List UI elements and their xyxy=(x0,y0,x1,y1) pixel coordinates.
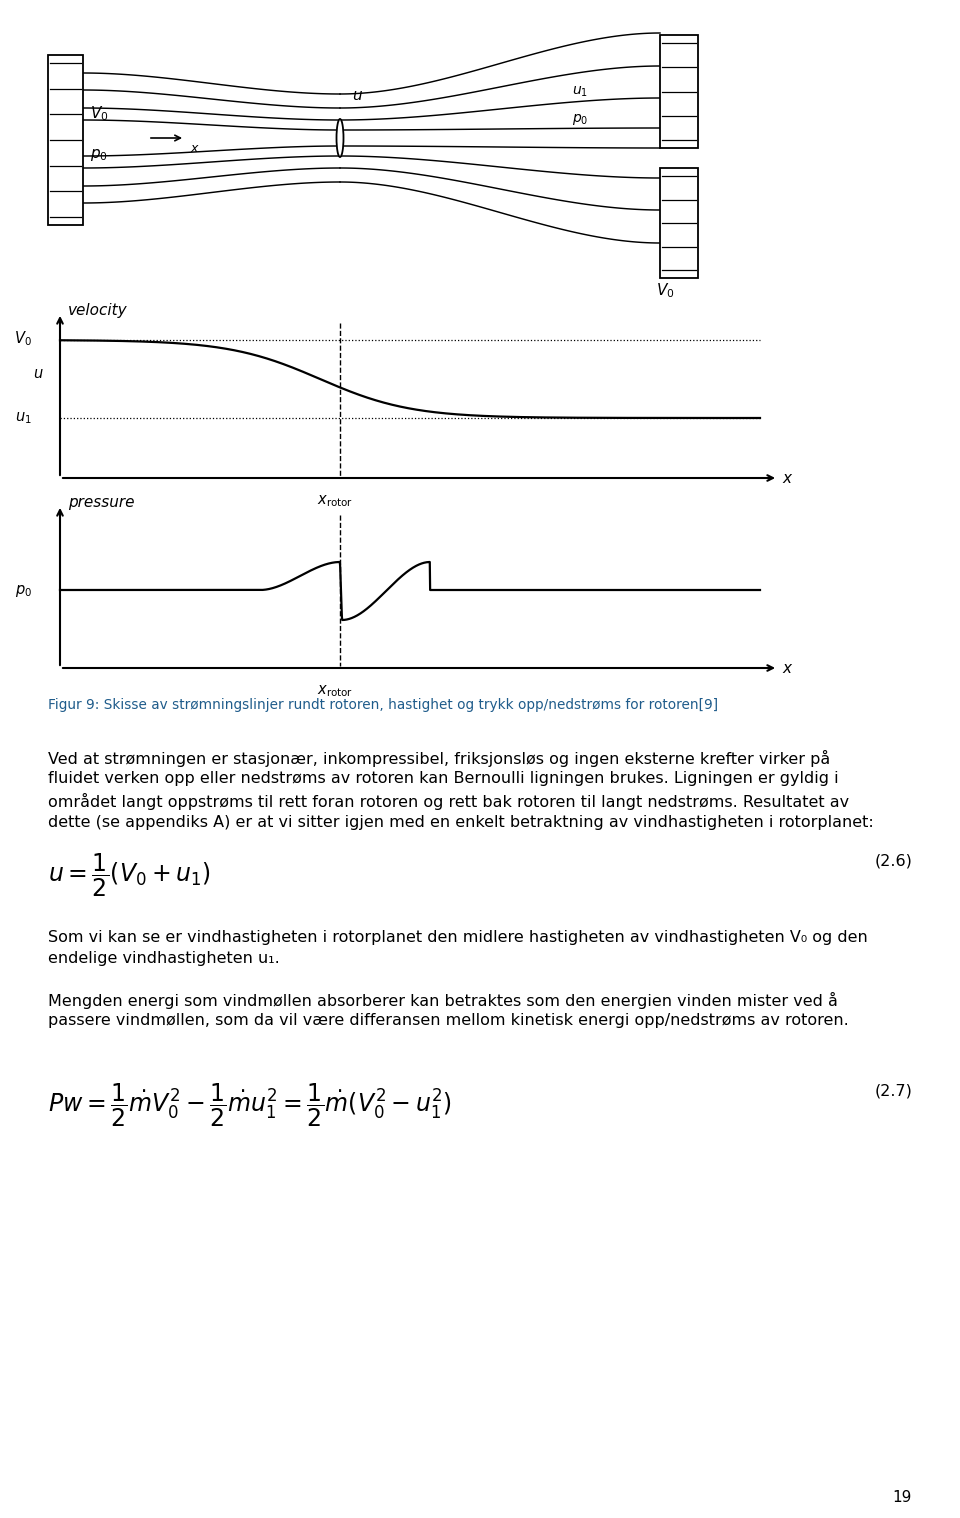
Text: $Pw = \dfrac{1}{2}\dot{m}V_0^2 - \dfrac{1}{2}\dot{m}u_1^2 = \dfrac{1}{2}\dot{m}(: $Pw = \dfrac{1}{2}\dot{m}V_0^2 - \dfrac{… xyxy=(48,1082,452,1129)
Text: (2.7): (2.7) xyxy=(875,1084,912,1099)
Text: $u$: $u$ xyxy=(352,88,363,103)
Text: $V_0$: $V_0$ xyxy=(90,105,108,123)
Text: passere vindmøllen, som da vil være differansen mellom kinetisk energi opp/nedst: passere vindmøllen, som da vil være diff… xyxy=(48,1014,849,1029)
Text: $u_1$: $u_1$ xyxy=(15,410,32,425)
Text: Mengden energi som vindmøllen absorberer kan betraktes som den energien vinden m: Mengden energi som vindmøllen absorberer… xyxy=(48,991,838,1009)
Text: dette (se appendiks A) er at vi sitter igjen med en enkelt betraktning av vindha: dette (se appendiks A) er at vi sitter i… xyxy=(48,815,874,829)
Text: $x_\mathrm{rotor}$: $x_\mathrm{rotor}$ xyxy=(317,493,353,509)
Text: velocity: velocity xyxy=(68,304,128,317)
Text: $u = \dfrac{1}{2}(V_0 + u_1)$: $u = \dfrac{1}{2}(V_0 + u_1)$ xyxy=(48,852,211,899)
Text: $x$: $x$ xyxy=(190,143,200,155)
Text: $p_0$: $p_0$ xyxy=(15,583,32,600)
Text: Som vi kan se er vindhastigheten i rotorplanet den midlere hastigheten av vindha: Som vi kan se er vindhastigheten i rotor… xyxy=(48,931,868,946)
Bar xyxy=(660,168,698,278)
Bar xyxy=(48,55,83,225)
Text: endelige vindhastigheten u₁.: endelige vindhastigheten u₁. xyxy=(48,952,279,967)
Text: $x$: $x$ xyxy=(782,471,794,486)
Text: $x_\mathrm{rotor}$: $x_\mathrm{rotor}$ xyxy=(317,683,353,698)
Text: 19: 19 xyxy=(893,1491,912,1504)
Text: (2.6): (2.6) xyxy=(875,855,912,868)
Text: $p_0$: $p_0$ xyxy=(90,147,108,162)
Text: fluidet verken opp eller nedstrøms av rotoren kan Bernoulli ligningen brukes. Li: fluidet verken opp eller nedstrøms av ro… xyxy=(48,771,839,786)
Text: Figur 9: Skisse av strømningslinjer rundt rotoren, hastighet og trykk opp/nedstr: Figur 9: Skisse av strømningslinjer rund… xyxy=(48,698,718,712)
Text: $V_0$: $V_0$ xyxy=(14,329,32,348)
Text: pressure: pressure xyxy=(68,495,134,510)
Ellipse shape xyxy=(337,118,344,156)
Text: $V_0$: $V_0$ xyxy=(656,281,675,299)
Bar xyxy=(660,35,698,147)
Text: området langt oppstrøms til rett foran rotoren og rett bak rotoren til langt ned: området langt oppstrøms til rett foran r… xyxy=(48,792,850,811)
Text: $x$: $x$ xyxy=(782,660,794,676)
Text: $u_1$: $u_1$ xyxy=(572,85,588,99)
Text: $p_0$: $p_0$ xyxy=(572,112,588,128)
Text: Ved at strømningen er stasjonær, inkompressibel, friksjonsløs og ingen eksterne : Ved at strømningen er stasjonær, inkompr… xyxy=(48,750,830,767)
Text: $u$: $u$ xyxy=(34,366,44,381)
